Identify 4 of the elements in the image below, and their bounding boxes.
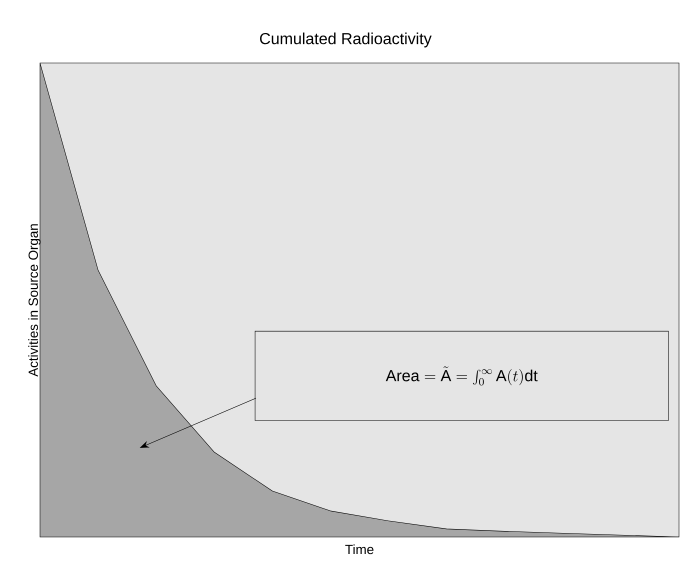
annotation: $\mathrm{Area} = \tilde{\mathrm{A}} = \int_0^\infty \mathrm{A}(t)\mathrm{dt}$	[386, 366, 538, 386]
chart-title: Cumulated Radioactivity	[260, 32, 432, 48]
y-axis-title: Activities in Source Organ	[28, 224, 41, 377]
x-axis-title: Time	[345, 544, 374, 554]
